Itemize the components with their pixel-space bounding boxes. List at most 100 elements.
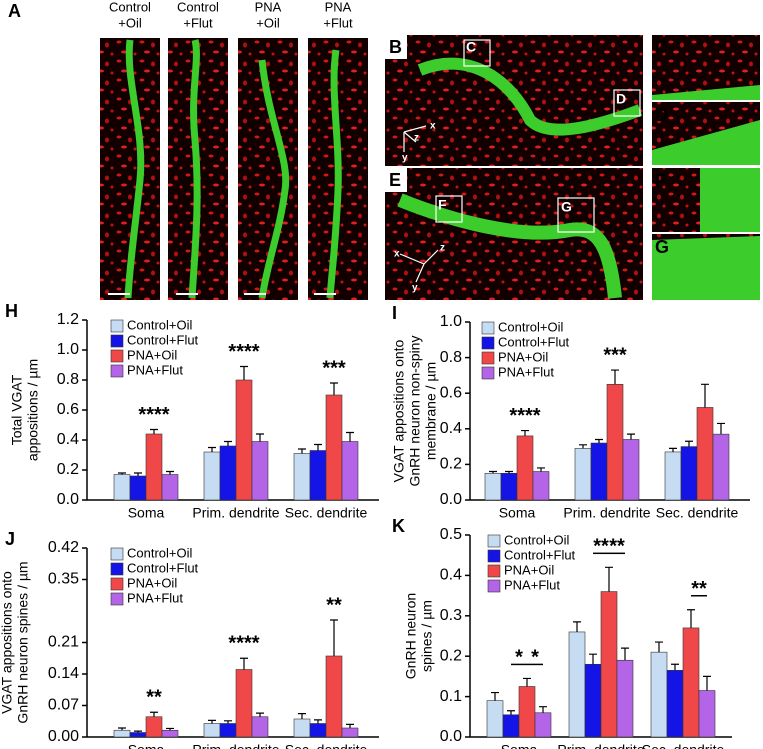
bar <box>502 714 520 738</box>
neuron <box>258 59 290 299</box>
bar <box>161 474 179 501</box>
panel-letter: D <box>655 105 668 125</box>
error-bar <box>256 712 264 717</box>
legend-label: PNA+Oil <box>127 347 177 362</box>
axis-label: x <box>394 249 400 260</box>
significance: * <box>515 647 523 669</box>
bar <box>129 475 147 501</box>
significance: ** <box>146 687 162 709</box>
significance: **** <box>138 404 169 426</box>
legend-label: PNA+Oil <box>127 575 177 590</box>
bar <box>235 379 253 501</box>
y-tick-label: 0.35 <box>48 571 79 588</box>
legend-swatch <box>487 564 501 578</box>
y-axis-label: GnRH neuron <box>403 593 419 679</box>
column-label: +Oil <box>256 15 280 30</box>
axis-label: z <box>414 133 419 144</box>
error-bar <box>611 369 619 385</box>
error-bar <box>224 720 232 724</box>
legend-label: Control+Oil <box>127 545 192 560</box>
bar <box>664 451 682 501</box>
bar <box>712 433 730 501</box>
y-axis-label: spines / µm <box>419 600 435 672</box>
bar <box>145 716 163 738</box>
y-tick-label: 1.2 <box>57 311 79 328</box>
x-tick-label: Sec. dendrite <box>285 505 368 521</box>
panel-letter: I <box>392 303 397 323</box>
error-bar <box>134 730 142 733</box>
legend-label: PNA+Oil <box>498 349 548 364</box>
legend-swatch <box>487 579 501 593</box>
bar <box>682 627 700 738</box>
chart: H Total VGAT appositions / µm 0.0 0.2 0.4 0.6 0… <box>5 301 379 521</box>
panel-letter: F <box>655 171 666 191</box>
error-bar <box>298 713 306 719</box>
bar <box>145 433 163 501</box>
y-tick-label: 0.0 <box>440 491 462 508</box>
y-tick-label: 0.6 <box>440 384 462 401</box>
box-label: C <box>466 39 476 55</box>
legend-label: Control+Oil <box>498 319 563 334</box>
x-tick-label: Prim. dendrite <box>563 505 650 521</box>
box-label: G <box>561 199 572 215</box>
panel-letter: A <box>8 1 21 21</box>
bar <box>590 442 608 501</box>
bar <box>606 383 624 501</box>
y-axis-label: Total VGAT <box>9 374 25 445</box>
bar <box>161 729 179 738</box>
significance: ** <box>691 578 707 600</box>
error-bar <box>298 448 306 454</box>
error-bar <box>256 433 264 442</box>
error-bar <box>489 470 497 474</box>
panel-letter: B <box>389 37 402 57</box>
chart: I VGAT appositions onto GnRH neuron non-sp… <box>391 303 750 521</box>
error-bar <box>150 428 158 434</box>
significance: * <box>531 647 539 669</box>
significance: **** <box>509 405 540 427</box>
bar <box>341 441 359 501</box>
legend-swatch <box>110 319 124 333</box>
bar <box>584 663 602 738</box>
error-bar <box>118 727 126 731</box>
bar <box>500 472 518 501</box>
bar <box>698 690 716 738</box>
neuron <box>326 49 342 299</box>
bar <box>518 686 536 738</box>
legend-swatch <box>110 364 124 378</box>
error-bar <box>330 619 338 656</box>
column-label: Control <box>177 0 219 14</box>
bar <box>574 448 592 501</box>
y-axis-label: VGAT appositions onto <box>0 571 15 714</box>
y-tick-label: 0.4 <box>57 431 79 448</box>
error-bar <box>314 443 322 451</box>
error-bar <box>507 710 515 715</box>
legend-swatch <box>110 562 124 576</box>
neuron <box>652 85 760 300</box>
y-tick-label: 0.0 <box>57 491 79 508</box>
bar <box>516 435 534 501</box>
significance: ** <box>593 536 609 558</box>
legend-swatch <box>481 336 495 350</box>
error-bar <box>240 657 248 670</box>
error-bar <box>166 727 174 731</box>
bar <box>325 655 343 738</box>
bar <box>309 450 327 501</box>
y-tick-label: 0.6 <box>57 401 79 418</box>
bar <box>341 727 359 738</box>
y-tick-label: 0.4 <box>440 567 462 584</box>
y-tick-label: 0.2 <box>440 647 462 664</box>
y-axis-label: GnRH neuron spines / µm <box>15 561 31 723</box>
label-bg <box>385 35 407 59</box>
error-bar <box>330 382 338 395</box>
significance: *** <box>322 357 346 379</box>
chart: J VGAT appositions onto GnRH neuron spines… <box>0 529 379 749</box>
error-bar <box>539 706 547 713</box>
bar <box>203 723 221 738</box>
chart: K GnRH neuron spines / µm 0.0 0.1 0.2 0.3 0.4 0.… <box>392 516 732 749</box>
legend-swatch <box>110 577 124 591</box>
column-label: +Oil <box>118 15 142 30</box>
y-tick-label: 0.2 <box>440 456 462 473</box>
error-bar <box>314 719 322 724</box>
x-tick-label: Prim. dendrite <box>557 742 644 749</box>
significance: **** <box>228 633 259 655</box>
